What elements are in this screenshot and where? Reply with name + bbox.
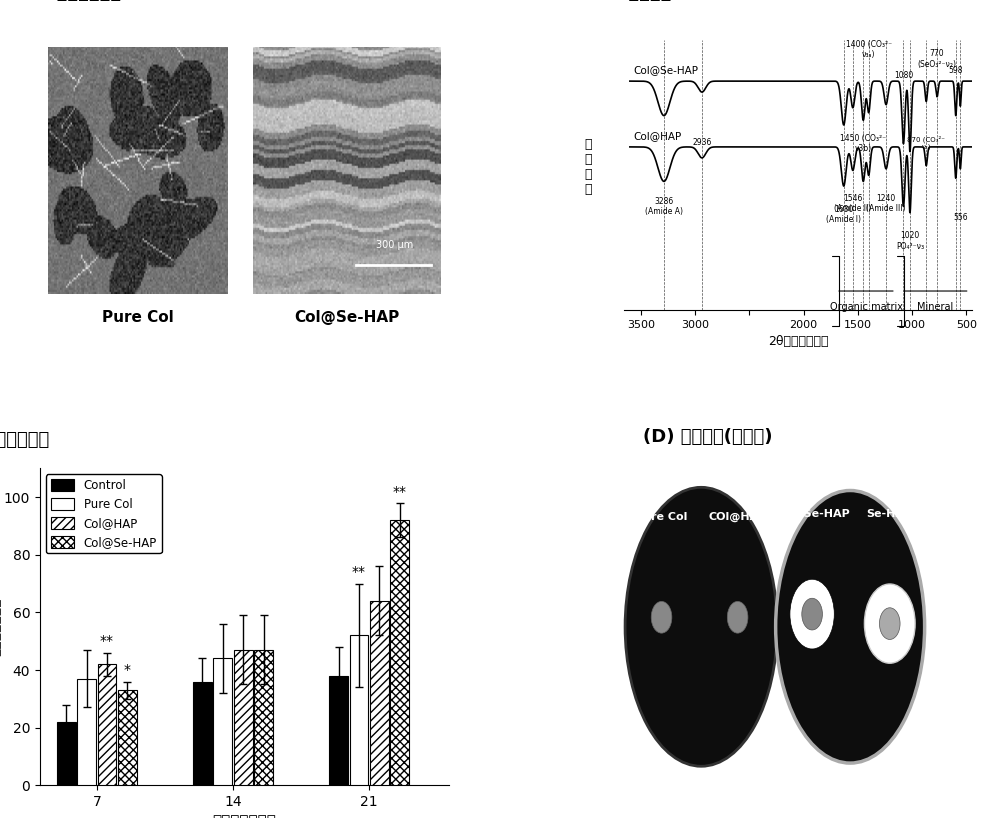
Ellipse shape — [776, 491, 925, 763]
Text: (A) 扫描电镜图片: (A) 扫描电镜图片 — [20, 0, 121, 2]
Legend: Control, Pure Col, Col@HAP, Col@Se-HAP: Control, Pure Col, Col@HAP, Col@Se-HAP — [46, 474, 162, 554]
Text: **: ** — [393, 484, 407, 498]
Text: COl@HAP: COl@HAP — [708, 512, 767, 522]
Text: Pure Col: Pure Col — [635, 512, 688, 522]
Bar — [370, 601, 389, 785]
Bar — [77, 679, 96, 785]
Text: (C) 碱性磷酸酶活性: (C) 碱性磷酸酶活性 — [0, 431, 49, 449]
Bar — [234, 649, 253, 785]
Text: 相
对
强
度: 相 对 强 度 — [584, 138, 591, 196]
Text: **: ** — [100, 635, 114, 649]
Bar — [57, 721, 76, 785]
Text: (D) 抗菌性能(抑菌圈): (D) 抗菌性能(抑菌圈) — [643, 428, 772, 446]
Bar — [390, 520, 409, 785]
Ellipse shape — [802, 598, 822, 630]
Bar — [193, 681, 212, 785]
X-axis label: 培养时间（天）: 培养时间（天） — [212, 815, 276, 818]
Bar — [213, 658, 232, 785]
Bar — [254, 649, 273, 785]
Bar — [98, 664, 116, 785]
Text: (B) 红外图谱: (B) 红外图谱 — [592, 0, 671, 2]
Bar — [118, 690, 137, 785]
Text: Col@Se-HAP: Col@Se-HAP — [294, 310, 399, 325]
Ellipse shape — [651, 601, 672, 633]
Ellipse shape — [864, 584, 915, 663]
Bar — [329, 676, 348, 785]
Text: *: * — [124, 663, 131, 677]
Ellipse shape — [625, 488, 777, 766]
Y-axis label: 碱性磷酸酶活性: 碱性磷酸酶活性 — [0, 597, 1, 656]
Bar — [350, 636, 368, 785]
Ellipse shape — [879, 608, 900, 640]
Text: Pure Col: Pure Col — [102, 310, 174, 325]
Text: **: ** — [352, 565, 366, 579]
Text: Col@Se-HAP: Col@Se-HAP — [774, 509, 850, 519]
Ellipse shape — [727, 601, 748, 633]
Text: Se-HAP: Se-HAP — [867, 509, 913, 519]
Ellipse shape — [790, 579, 834, 649]
